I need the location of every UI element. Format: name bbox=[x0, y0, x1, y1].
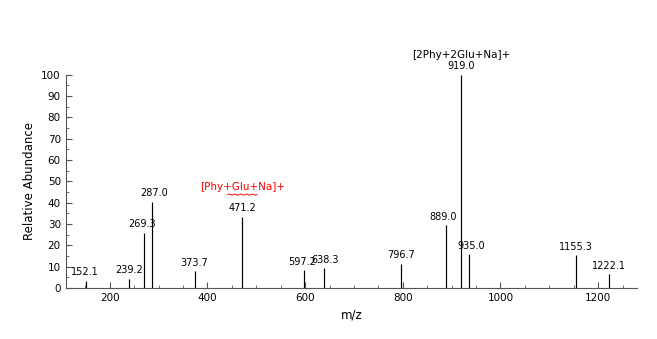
Text: 152.1: 152.1 bbox=[72, 267, 99, 277]
Text: 796.7: 796.7 bbox=[388, 251, 415, 260]
Text: 287.0: 287.0 bbox=[140, 188, 168, 198]
Text: 638.3: 638.3 bbox=[311, 255, 339, 265]
Text: 889.0: 889.0 bbox=[430, 212, 457, 222]
Text: 919.0: 919.0 bbox=[447, 61, 474, 72]
Text: 1155.3: 1155.3 bbox=[559, 242, 593, 252]
Text: 1222.1: 1222.1 bbox=[592, 261, 626, 271]
Text: 373.7: 373.7 bbox=[181, 258, 208, 268]
Text: [Phy+Glu+Na]+: [Phy+Glu+Na]+ bbox=[200, 182, 284, 192]
Text: 239.2: 239.2 bbox=[115, 265, 143, 275]
Text: 269.3: 269.3 bbox=[128, 219, 156, 230]
X-axis label: m/z: m/z bbox=[340, 308, 363, 322]
Y-axis label: Relative Abundance: Relative Abundance bbox=[22, 122, 35, 240]
Text: 935.0: 935.0 bbox=[458, 241, 486, 251]
Text: [2Phy+2Glu+Na]+: [2Phy+2Glu+Na]+ bbox=[412, 49, 510, 60]
Text: 597.2: 597.2 bbox=[288, 257, 316, 267]
Text: 471.2: 471.2 bbox=[228, 203, 256, 214]
